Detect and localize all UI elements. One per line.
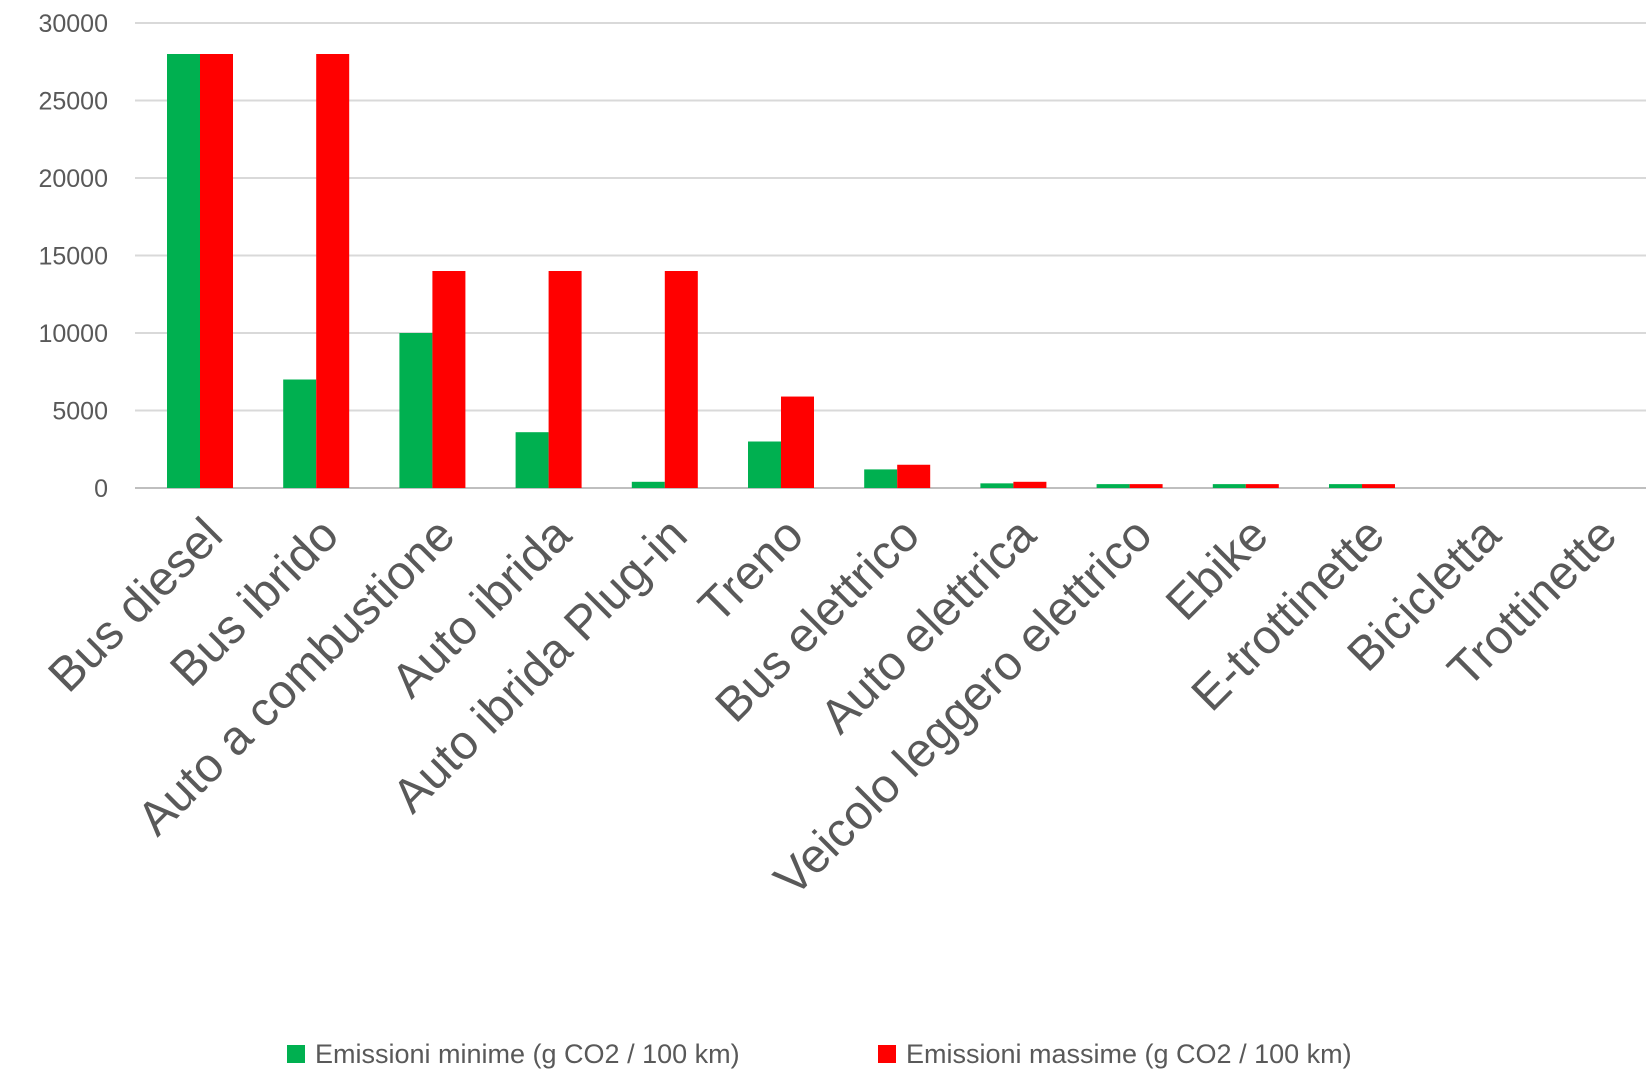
bar-max — [316, 54, 350, 488]
bar-max — [897, 464, 931, 488]
legend-label-max: Emissioni massime (g CO2 / 100 km) — [906, 1039, 1352, 1069]
bar-min — [1329, 484, 1362, 488]
bar-max — [432, 271, 466, 488]
y-tick-label: 5000 — [52, 398, 108, 426]
bar-max — [1013, 481, 1047, 488]
y-tick-label: 30000 — [38, 10, 108, 38]
legend: Emissioni minime (g CO2 / 100 km) Emissio… — [287, 1039, 1352, 1069]
legend-swatch-min — [287, 1045, 305, 1063]
bars — [167, 54, 1395, 488]
grid — [135, 22, 1646, 412]
legend-label-min: Emissioni minime (g CO2 / 100 km) — [315, 1039, 740, 1069]
bar-max — [1362, 484, 1395, 488]
bar-min — [631, 481, 665, 488]
bar-max — [200, 54, 233, 488]
bar-max — [781, 396, 814, 488]
bar-min — [283, 379, 317, 488]
bar-min — [515, 432, 549, 488]
y-tick-label: 10000 — [38, 320, 108, 348]
bar-min — [1212, 484, 1246, 488]
bar-min — [167, 54, 200, 488]
bar-max — [664, 271, 698, 488]
bar-min — [399, 333, 433, 488]
bar-min — [748, 441, 781, 488]
y-tick-label: 15000 — [38, 243, 108, 271]
bar-min — [980, 483, 1014, 488]
bar-min — [864, 469, 898, 488]
y-tick-label: 25000 — [38, 88, 108, 116]
bar-min — [1096, 484, 1130, 488]
bar-max — [548, 271, 582, 488]
legend-swatch-max — [878, 1045, 896, 1063]
bar-max — [1129, 484, 1163, 488]
bar-max — [1245, 484, 1279, 488]
y-tick-label: 20000 — [38, 165, 108, 193]
y-tick-label: 0 — [94, 475, 108, 503]
